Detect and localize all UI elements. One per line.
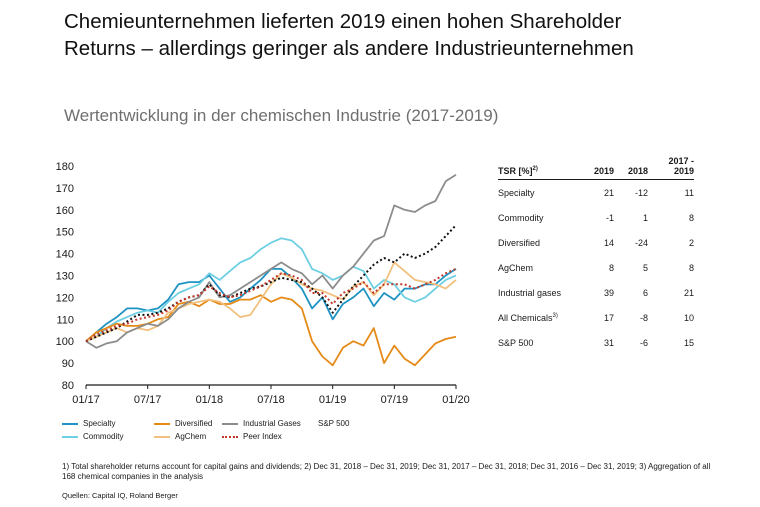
legend-label: Industrial Gases <box>243 419 301 428</box>
cell-2017-2019: 8 <box>688 262 694 273</box>
x-tick-label: 01/19 <box>319 394 347 406</box>
table-header-tsr: TSR [%]2) <box>498 156 578 180</box>
cell-2019: 14 <box>603 237 614 248</box>
cell-2019: 17 <box>603 312 614 323</box>
x-tick-label: 07/18 <box>257 394 285 406</box>
series-line-commodity <box>85 237 457 343</box>
table-row: Commodity -1 1 8 <box>498 205 694 230</box>
cell-2018: 5 <box>642 262 648 273</box>
y-tick-label: 160 <box>56 205 74 217</box>
legend-item-agchem: AgChem <box>154 432 206 441</box>
table-row: Specialty 21 -12 11 <box>498 180 694 206</box>
y-tick-label: 140 <box>56 249 74 261</box>
cell-2018: -24 <box>634 237 648 248</box>
cell-2017-2019: 15 <box>683 337 694 348</box>
y-tick-label: 180 <box>56 161 74 173</box>
legend-swatch <box>154 422 170 425</box>
legend-label: Commodity <box>83 432 124 441</box>
legend-label: AgChem <box>175 432 207 441</box>
cell-2019: 31 <box>603 337 614 348</box>
table-row: Diversified 14 -24 2 <box>498 230 694 255</box>
line-chart: 80 90 100 110 120 130 140 150 160 170 180 01/17 07/1… <box>56 161 470 406</box>
x-tick-label: 01/17 <box>72 394 100 406</box>
legend-label: Specialty <box>83 419 116 428</box>
source-note: Quellen: Capital IQ, Roland Berger <box>62 491 178 500</box>
table-header-2018: 2018 <box>614 156 648 180</box>
cell-2019: 8 <box>608 262 614 273</box>
table-row: All Chemicals3) 17 -8 10 <box>498 305 694 330</box>
cell-2018: -6 <box>639 337 648 348</box>
legend-item-industrial-gases: Industrial Gases <box>222 419 301 428</box>
row-label: AgChem <box>498 262 534 273</box>
cell-2017-2019: 11 <box>684 187 694 198</box>
legend-label: Peer Index <box>243 432 282 441</box>
cell-2017-2019: 10 <box>683 312 694 323</box>
y-tick-label: 100 <box>56 336 74 348</box>
y-tick-label: 110 <box>56 314 74 326</box>
row-label: All Chemicals3) <box>498 312 558 323</box>
cell-2019: 39 <box>603 287 614 298</box>
cell-2018: 1 <box>642 212 648 223</box>
chart-title: Wertentwicklung in der chemischen Indust… <box>64 106 499 125</box>
row-label: Specialty <box>498 187 535 198</box>
y-tick-label: 120 <box>56 292 74 304</box>
legend-item-diversified: Diversified <box>154 419 212 428</box>
table-row: S&P 500 31 -6 15 <box>498 330 694 355</box>
x-tick-label: 07/19 <box>381 394 409 406</box>
cell-2018: -12 <box>634 187 648 198</box>
series-line-peer-index <box>85 267 457 343</box>
y-tick-label: 80 <box>62 380 74 392</box>
legend-swatch <box>222 422 238 425</box>
series-line-industrial-gases <box>85 174 457 349</box>
tsr-table: TSR [%]2) 2019 2018 2017 -2019 Specialty… <box>498 156 694 355</box>
cell-2017-2019: 21 <box>683 287 694 298</box>
legend-swatch <box>62 422 78 425</box>
cell-2019: 21 <box>603 187 614 198</box>
legend-item-sp500: S&P 500 <box>318 419 349 428</box>
cell-2019: -1 <box>605 212 614 223</box>
row-label: Industrial gases <box>498 287 562 298</box>
y-tick-label: 90 <box>62 358 74 370</box>
legend-item-peer-index: Peer Index <box>222 432 282 441</box>
title-line-2: Returns – allerdings geringer als andere… <box>64 37 634 60</box>
cell-2018: -8 <box>639 312 648 323</box>
table-header-row: TSR [%]2) 2019 2018 2017 -2019 <box>498 156 694 180</box>
series-line-agchem <box>85 261 457 343</box>
footnote: 1) Total shareholder returns account for… <box>62 462 711 481</box>
legend-swatch <box>62 435 78 438</box>
cell-2018: 6 <box>642 287 648 298</box>
row-label: Diversified <box>498 237 541 248</box>
legend-item-commodity: Commodity <box>62 432 123 441</box>
legend-item-specialty: Specialty <box>62 419 115 428</box>
row-label: Commodity <box>498 212 544 223</box>
series-line-diversified <box>85 294 457 367</box>
series-line-specialty <box>85 267 457 342</box>
y-tick-label: 170 <box>56 183 74 195</box>
title-line-1: Chemieunternehmen lieferten 2019 einen h… <box>64 10 622 33</box>
legend-swatch <box>154 435 170 438</box>
table-header-2019: 2019 <box>578 156 614 180</box>
table-header-2017-2019: 2017 -2019 <box>648 156 694 180</box>
series-line-s-p-500 <box>85 224 457 343</box>
table-row: Industrial gases 39 6 21 <box>498 280 694 305</box>
y-tick-label: 130 <box>56 271 74 283</box>
page-title: Chemieunternehmen lieferten 2019 einen h… <box>64 8 754 62</box>
table-row: AgChem 8 5 8 <box>498 255 694 280</box>
legend-label: Diversified <box>175 419 213 428</box>
x-tick-label: 01/20 <box>442 394 470 406</box>
x-tick-label: 01/18 <box>196 394 224 406</box>
legend-label: S&P 500 <box>318 419 350 428</box>
cell-2017-2019: 8 <box>688 212 694 223</box>
legend-swatch <box>222 435 238 438</box>
y-tick-label: 150 <box>56 227 74 239</box>
cell-2017-2019: 2 <box>688 237 694 248</box>
row-label: S&P 500 <box>498 337 534 348</box>
x-tick-label: 07/17 <box>134 394 162 406</box>
